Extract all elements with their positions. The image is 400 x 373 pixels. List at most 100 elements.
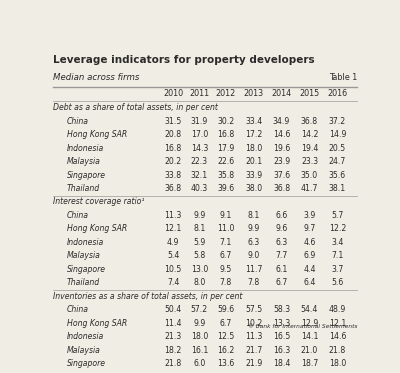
Text: 21.0: 21.0 bbox=[301, 345, 318, 354]
Text: 13.3: 13.3 bbox=[273, 319, 290, 327]
Text: 3.9: 3.9 bbox=[303, 211, 316, 220]
Text: Malaysia: Malaysia bbox=[67, 157, 101, 166]
Text: 9.9: 9.9 bbox=[193, 211, 206, 220]
Text: 31.9: 31.9 bbox=[191, 117, 208, 126]
Text: 31.5: 31.5 bbox=[164, 117, 182, 126]
Text: 7.4: 7.4 bbox=[167, 278, 179, 287]
Text: 16.2: 16.2 bbox=[217, 345, 234, 354]
Text: 14.9: 14.9 bbox=[329, 130, 346, 139]
Text: 5.8: 5.8 bbox=[193, 251, 206, 260]
Text: 6.7: 6.7 bbox=[220, 251, 232, 260]
Text: 50.4: 50.4 bbox=[164, 305, 182, 314]
Text: 35.8: 35.8 bbox=[217, 170, 234, 180]
Text: 5.6: 5.6 bbox=[331, 278, 344, 287]
Text: 11.4: 11.4 bbox=[164, 319, 182, 327]
Text: 36.8: 36.8 bbox=[273, 184, 290, 193]
Text: Table 1: Table 1 bbox=[329, 73, 357, 82]
Text: 33.8: 33.8 bbox=[164, 170, 182, 180]
Text: China: China bbox=[67, 117, 89, 126]
Text: China: China bbox=[67, 305, 89, 314]
Text: 18.4: 18.4 bbox=[273, 359, 290, 368]
Text: 17.9: 17.9 bbox=[217, 144, 234, 153]
Text: Inventories as a share of total assets, in per cent: Inventories as a share of total assets, … bbox=[53, 292, 242, 301]
Text: 8.0: 8.0 bbox=[193, 278, 206, 287]
Text: 24.7: 24.7 bbox=[329, 157, 346, 166]
Text: 3.4: 3.4 bbox=[331, 238, 344, 247]
Text: 5.9: 5.9 bbox=[193, 238, 206, 247]
Text: Hong Kong SAR: Hong Kong SAR bbox=[67, 130, 127, 139]
Text: 20.5: 20.5 bbox=[329, 144, 346, 153]
Text: 10.2: 10.2 bbox=[245, 319, 262, 327]
Text: 18.0: 18.0 bbox=[191, 332, 208, 341]
Text: Thailand: Thailand bbox=[67, 278, 100, 287]
Text: 38.1: 38.1 bbox=[329, 184, 346, 193]
Text: 12.9: 12.9 bbox=[301, 319, 318, 327]
Text: 6.6: 6.6 bbox=[276, 211, 288, 220]
Text: 14.3: 14.3 bbox=[191, 144, 208, 153]
Text: 12.1: 12.1 bbox=[329, 319, 346, 327]
Text: 9.9: 9.9 bbox=[193, 319, 206, 327]
Text: Hong Kong SAR: Hong Kong SAR bbox=[67, 319, 127, 327]
Text: 35.6: 35.6 bbox=[329, 170, 346, 180]
Text: 12.1: 12.1 bbox=[164, 224, 182, 233]
Text: 22.3: 22.3 bbox=[191, 157, 208, 166]
Text: 19.6: 19.6 bbox=[273, 144, 290, 153]
Text: 11.0: 11.0 bbox=[217, 224, 234, 233]
Text: 12.2: 12.2 bbox=[329, 224, 346, 233]
Text: 7.7: 7.7 bbox=[276, 251, 288, 260]
Text: Singapore: Singapore bbox=[67, 170, 106, 180]
Text: 11.3: 11.3 bbox=[245, 332, 262, 341]
Text: 21.7: 21.7 bbox=[245, 345, 262, 354]
Text: 36.8: 36.8 bbox=[164, 184, 182, 193]
Text: 18.7: 18.7 bbox=[301, 359, 318, 368]
Text: Leverage indicators for property developers: Leverage indicators for property develop… bbox=[53, 55, 315, 65]
Text: 6.3: 6.3 bbox=[248, 238, 260, 247]
Text: 8.1: 8.1 bbox=[193, 224, 206, 233]
Text: 2013: 2013 bbox=[244, 89, 264, 98]
Text: 33.4: 33.4 bbox=[245, 117, 262, 126]
Text: 2010: 2010 bbox=[163, 89, 183, 98]
Text: 23.9: 23.9 bbox=[273, 157, 290, 166]
Text: © Bank for International Settlements: © Bank for International Settlements bbox=[248, 324, 357, 329]
Text: 21.9: 21.9 bbox=[245, 359, 262, 368]
Text: 9.0: 9.0 bbox=[248, 251, 260, 260]
Text: 48.9: 48.9 bbox=[329, 305, 346, 314]
Text: 18.0: 18.0 bbox=[245, 144, 262, 153]
Text: Indonesia: Indonesia bbox=[67, 238, 104, 247]
Text: 18.2: 18.2 bbox=[164, 345, 182, 354]
Text: 2014: 2014 bbox=[272, 89, 292, 98]
Text: 14.2: 14.2 bbox=[301, 130, 318, 139]
Text: 20.2: 20.2 bbox=[164, 157, 182, 166]
Text: 17.2: 17.2 bbox=[245, 130, 262, 139]
Text: 2015: 2015 bbox=[299, 89, 320, 98]
Text: 5.7: 5.7 bbox=[331, 211, 344, 220]
Text: 11.7: 11.7 bbox=[245, 265, 262, 274]
Text: 59.6: 59.6 bbox=[217, 305, 234, 314]
Text: 9.5: 9.5 bbox=[220, 265, 232, 274]
Text: 22.6: 22.6 bbox=[217, 157, 234, 166]
Text: 57.5: 57.5 bbox=[245, 305, 262, 314]
Text: Malaysia: Malaysia bbox=[67, 345, 101, 354]
Text: 13.0: 13.0 bbox=[191, 265, 208, 274]
Text: 58.3: 58.3 bbox=[273, 305, 290, 314]
Text: 4.4: 4.4 bbox=[303, 265, 316, 274]
Text: 18.0: 18.0 bbox=[329, 359, 346, 368]
Text: 19.4: 19.4 bbox=[301, 144, 318, 153]
Text: 39.6: 39.6 bbox=[217, 184, 234, 193]
Text: 6.3: 6.3 bbox=[276, 238, 288, 247]
Text: 14.6: 14.6 bbox=[329, 332, 346, 341]
Text: 16.3: 16.3 bbox=[273, 345, 290, 354]
Text: 6.7: 6.7 bbox=[220, 319, 232, 327]
Text: 10.5: 10.5 bbox=[164, 265, 182, 274]
Text: 3.7: 3.7 bbox=[331, 265, 344, 274]
Text: 6.0: 6.0 bbox=[193, 359, 206, 368]
Text: 33.9: 33.9 bbox=[245, 170, 262, 180]
Text: 32.1: 32.1 bbox=[191, 170, 208, 180]
Text: 38.0: 38.0 bbox=[245, 184, 262, 193]
Text: 14.1: 14.1 bbox=[301, 332, 318, 341]
Text: 17.0: 17.0 bbox=[191, 130, 208, 139]
Text: Thailand: Thailand bbox=[67, 184, 100, 193]
Text: 6.1: 6.1 bbox=[275, 265, 288, 274]
Text: 36.8: 36.8 bbox=[301, 117, 318, 126]
Text: 16.5: 16.5 bbox=[273, 332, 290, 341]
